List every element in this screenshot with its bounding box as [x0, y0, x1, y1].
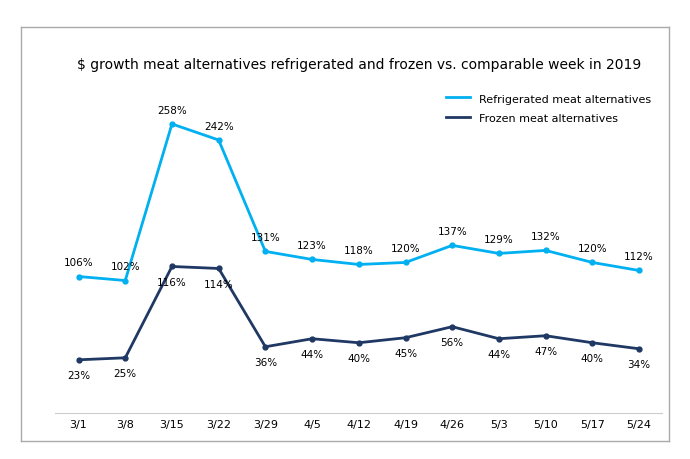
Text: 242%: 242%: [204, 122, 233, 132]
Text: 44%: 44%: [487, 349, 511, 359]
Text: 123%: 123%: [297, 241, 327, 251]
Text: 116%: 116%: [157, 277, 187, 287]
Text: 129%: 129%: [484, 235, 514, 245]
Text: 45%: 45%: [394, 348, 417, 358]
Text: 34%: 34%: [627, 359, 651, 369]
Title: $ growth meat alternatives refrigerated and frozen vs. comparable week in 2019: $ growth meat alternatives refrigerated …: [77, 58, 641, 72]
Text: 258%: 258%: [157, 106, 187, 116]
Text: 44%: 44%: [301, 349, 324, 359]
Text: 23%: 23%: [67, 370, 90, 380]
Text: 120%: 120%: [578, 244, 607, 254]
Text: 132%: 132%: [531, 232, 560, 242]
Text: 36%: 36%: [254, 357, 277, 367]
Text: 102%: 102%: [110, 262, 140, 272]
Text: 40%: 40%: [347, 353, 371, 363]
Text: 47%: 47%: [534, 346, 558, 356]
Text: 137%: 137%: [437, 227, 467, 237]
Text: 131%: 131%: [250, 233, 280, 243]
Text: 25%: 25%: [114, 368, 137, 378]
Text: 112%: 112%: [624, 252, 654, 262]
Text: 40%: 40%: [581, 353, 604, 363]
Text: 120%: 120%: [391, 244, 420, 254]
Text: 118%: 118%: [344, 246, 374, 256]
Legend: Refrigerated meat alternatives, Frozen meat alternatives: Refrigerated meat alternatives, Frozen m…: [440, 88, 657, 129]
Text: 114%: 114%: [204, 279, 233, 289]
Text: 106%: 106%: [63, 258, 93, 268]
Text: 56%: 56%: [441, 337, 464, 347]
